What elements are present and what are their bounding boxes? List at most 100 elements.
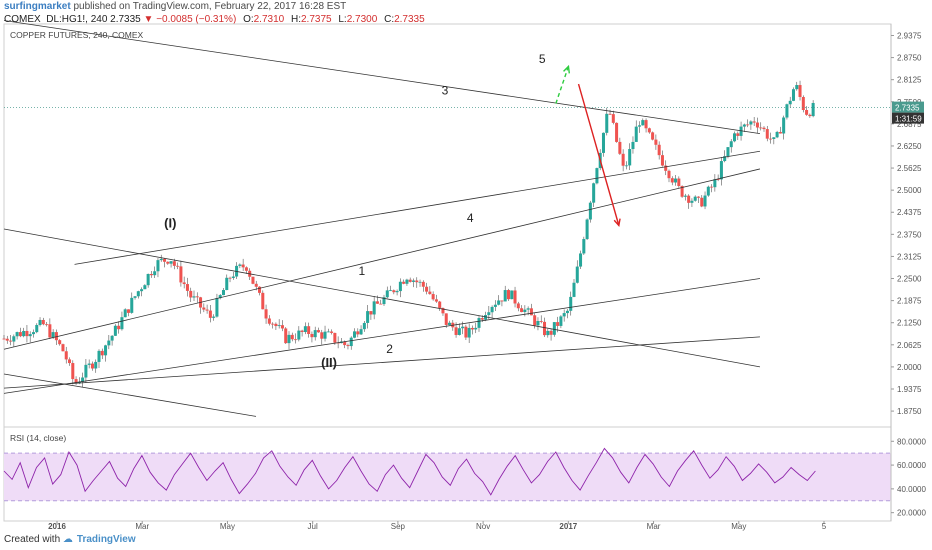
candle-body [464,326,468,338]
close-value: 2.7335 [394,14,425,25]
candle-body [267,318,271,324]
candle-body [588,202,592,220]
candle-body [736,133,740,136]
countdown-tag [892,112,924,124]
candle-body [444,313,448,325]
candle-body [97,350,101,362]
candle-body [231,276,235,278]
candle-body [523,309,527,313]
candle-body [644,120,648,129]
symbol-label: COMEX_DL:HG1!, 240 [4,14,108,25]
trendline [3,336,760,389]
candle-body [700,197,704,207]
author-name[interactable]: surfingmarket [4,1,71,12]
candle-body [405,279,409,284]
candle-body [484,315,488,320]
candle-body [631,141,635,150]
rsi-axis[interactable]: 80.0000 60.0000 40.0000 20.0000 [891,437,926,518]
time-axis[interactable]: 2016 Mar May Jul Sep Nov 2017 Mar May 5 [48,521,827,531]
candle-body [785,104,789,118]
candle-body [677,178,681,187]
candle-body [801,96,805,111]
candle-body [654,139,658,145]
candle-body [470,327,474,330]
candle-body [146,273,150,286]
candle-body [189,290,193,298]
candle-body [225,277,229,291]
candle-body [543,321,547,336]
candle-body [366,311,370,323]
price-tick-label: 2.0625 [897,341,922,350]
tradingview-brand[interactable]: TradingView [76,534,136,545]
candle-body [398,281,402,292]
candle-body [628,149,632,166]
candle-body [493,304,497,307]
candle-body [585,219,589,240]
candle-body [549,330,553,335]
candle-body [448,322,452,325]
time-tick-label: Jul [308,522,318,531]
price-axis[interactable]: 2.93752.87502.81252.75002.68752.62502.56… [4,31,924,416]
candle-body [35,325,39,333]
candle-body [454,327,458,335]
candle-body [45,324,49,326]
candle-body [500,300,504,302]
price-tick-label: 2.1875 [897,297,922,306]
candle-body [5,338,9,341]
candle-body [369,311,373,315]
candle-body [755,122,759,128]
wave-label: (I) [164,215,176,230]
candle-body [601,132,605,153]
arrows-group [555,64,621,228]
red-arrowhead [613,218,621,228]
candle-body [674,178,678,183]
candle-body [61,344,65,352]
candle-body [667,170,671,179]
candle-body [307,326,311,334]
candle-body [608,113,612,115]
candle-body [25,330,29,337]
price-tick-label: 2.1250 [897,319,922,328]
low-value: 2.7300 [346,14,378,25]
candle-body [759,127,763,129]
wave-label: 1 [358,264,365,278]
high-key: H: [291,14,301,25]
wave-label: 5 [539,52,546,66]
candle-body [723,156,727,162]
candle-body [526,308,530,310]
rsi-band [4,453,891,501]
candle-body [565,310,569,314]
candle-body [375,301,379,304]
candle-body [74,379,78,384]
candle-body [356,331,360,335]
candle-body [595,168,599,184]
candle-body [163,258,167,262]
candle-body [529,308,533,316]
candle-body [271,323,275,325]
candle-body [123,309,127,318]
candle-body [107,340,111,346]
candle-body [683,195,687,197]
time-tick-label: Mar [647,522,661,531]
candle-body [22,330,26,337]
candle-body [372,301,376,315]
green-arrowhead [563,64,571,74]
candle-body [166,261,170,264]
price-tick-label: 2.5000 [897,186,922,195]
candle-body [48,324,52,338]
last-price-tag [892,101,924,113]
candle-body [208,310,212,318]
close-key: C: [384,14,395,25]
candle-body [706,186,710,196]
rsi-title: RSI (14, close) [10,433,66,443]
candle-body [480,318,484,320]
price-tick-label: 2.8750 [897,54,922,63]
candle-body [647,128,651,133]
candle-body [621,153,625,166]
candle-body [320,332,324,339]
candles-group [2,80,815,388]
time-tick-label: 2016 [48,522,66,531]
candle-body [215,298,219,317]
candle-body [18,332,22,337]
